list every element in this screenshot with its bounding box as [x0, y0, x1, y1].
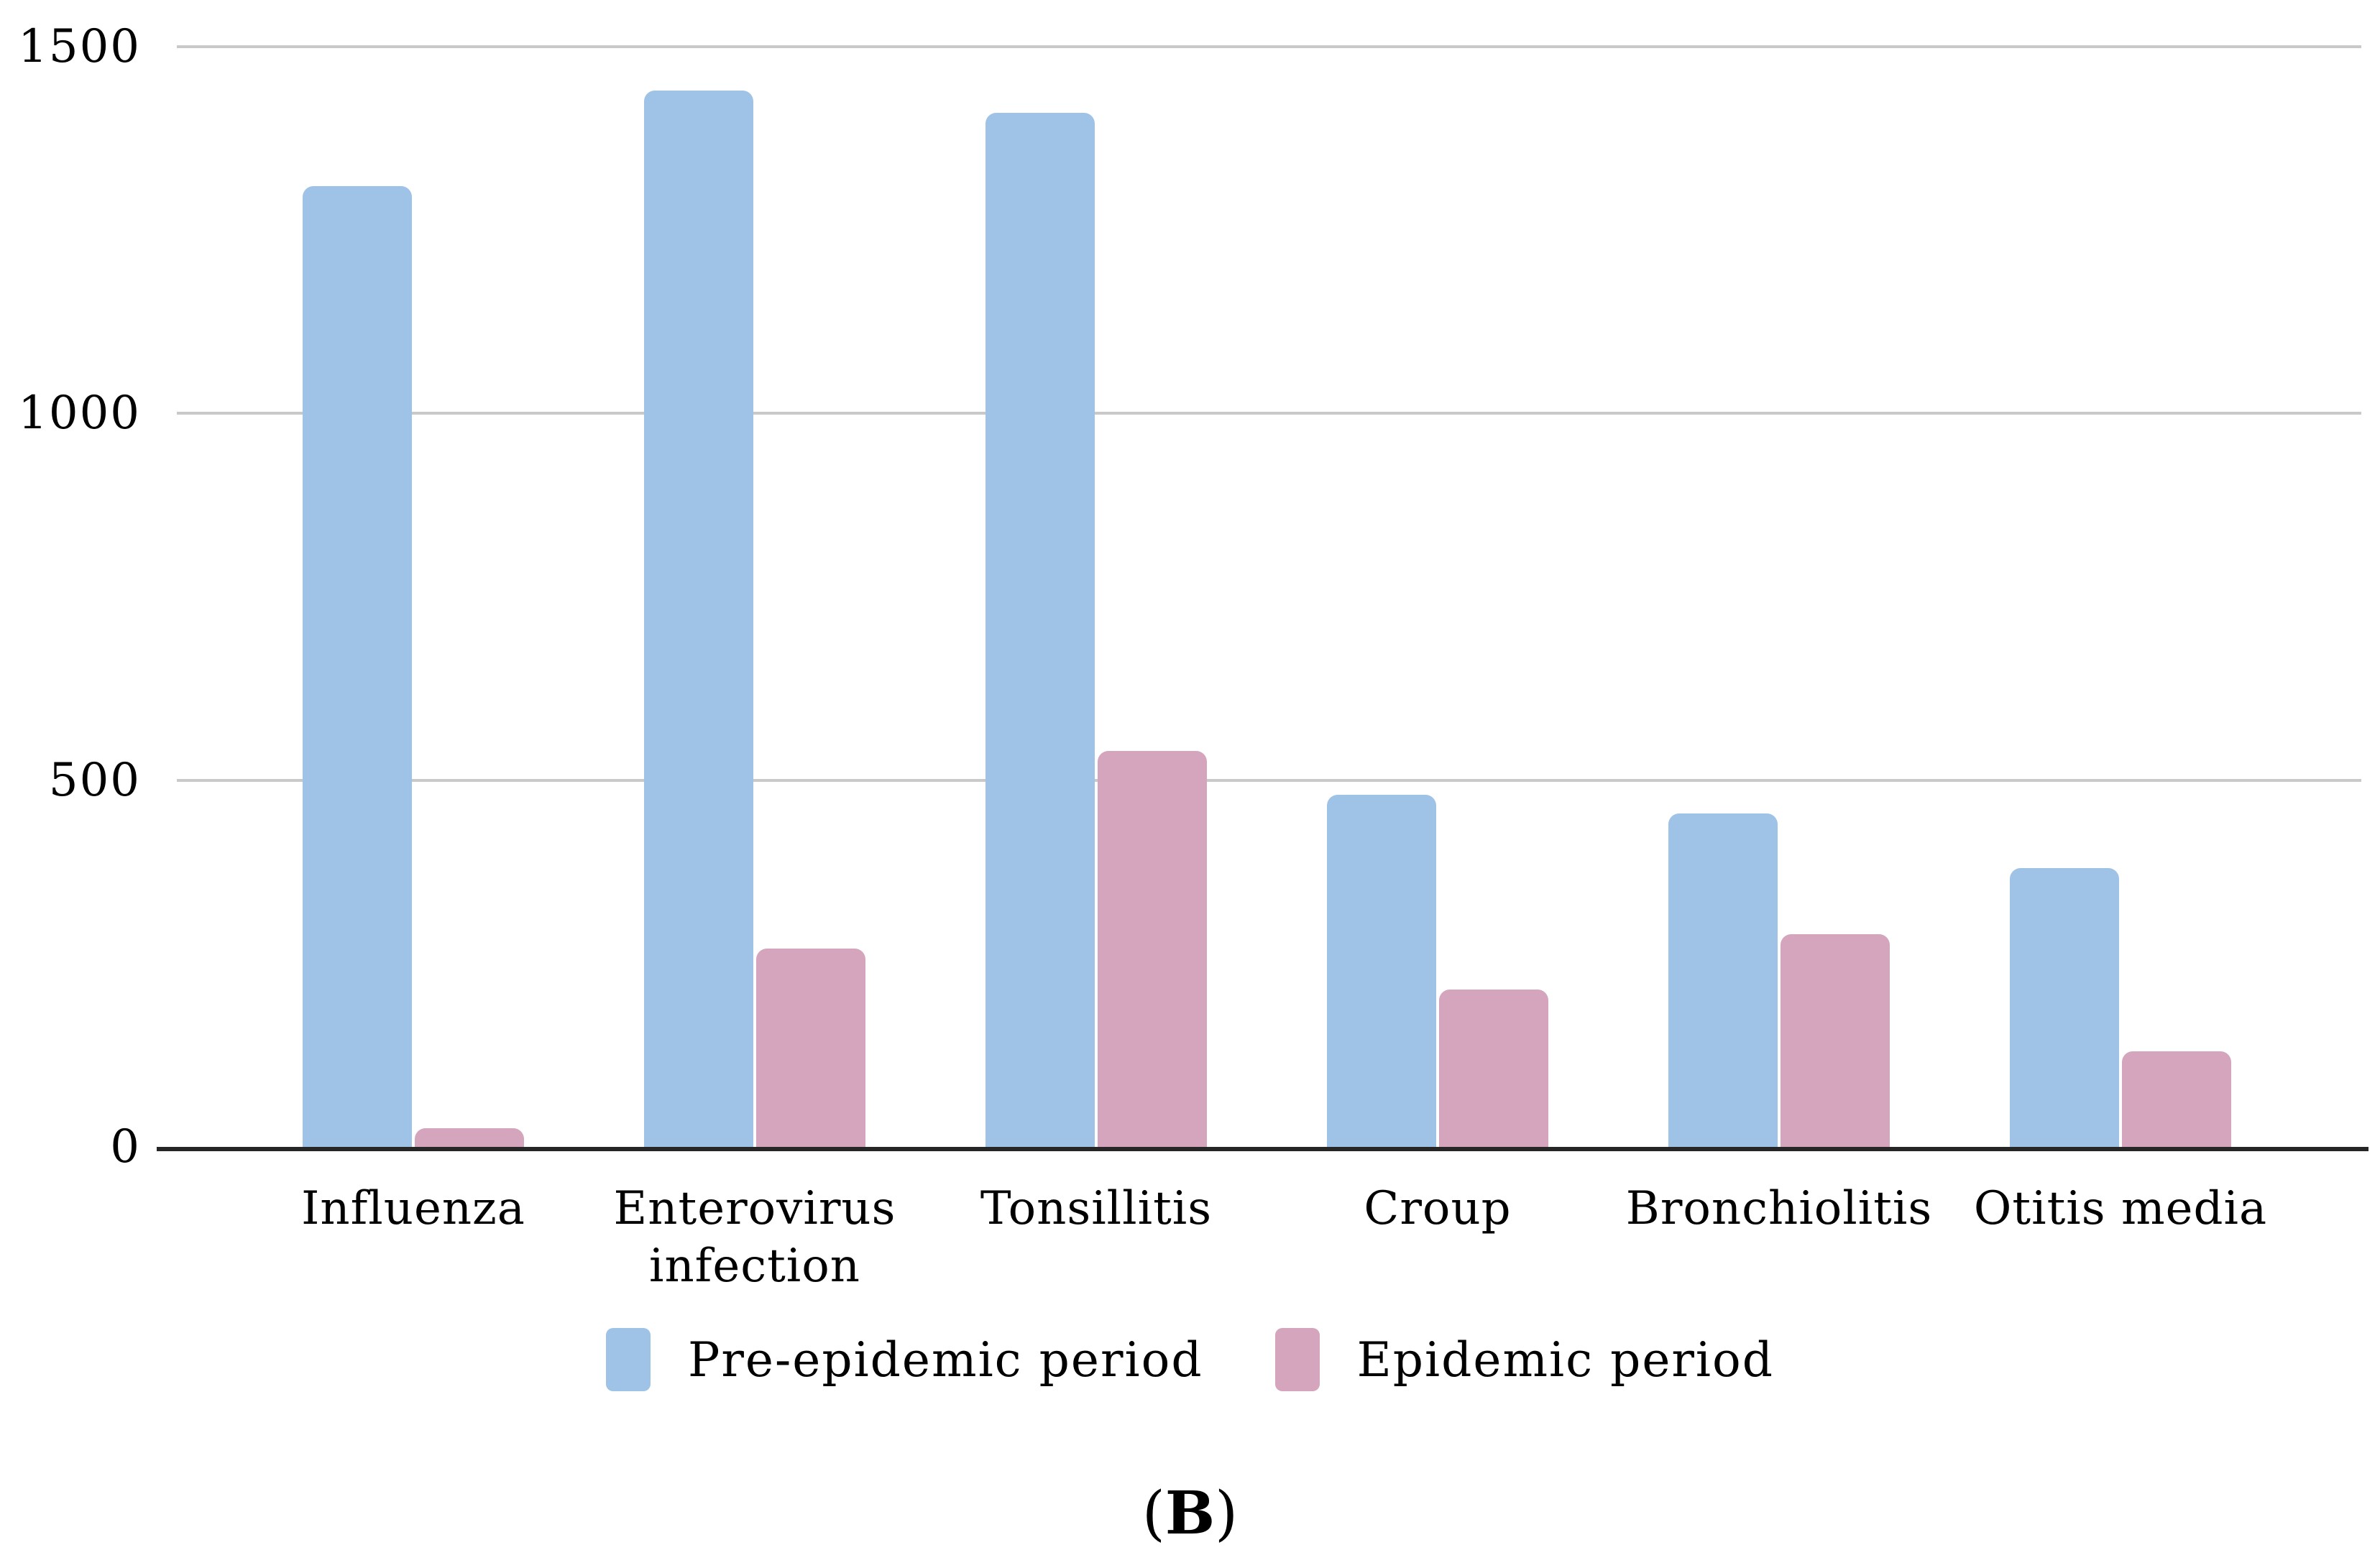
legend-item-epidemic-period: Epidemic period: [1274, 1328, 1775, 1391]
caption-letter: B: [1164, 1479, 1216, 1548]
y-tick-label-500: 500: [48, 753, 141, 807]
bar-epidemic-period-influenza: [415, 1128, 524, 1147]
x-category-label-otitis-media: Otitis media: [1973, 1182, 2268, 1235]
legend-swatch-epidemic-period: [1274, 1328, 1320, 1391]
legend: Pre-epidemic period Epidemic period: [0, 1328, 2380, 1391]
x-category-label-tonsillitis: Tonsillitis: [980, 1182, 1213, 1235]
gridline-1500: [177, 45, 2361, 48]
bar-pre-epidemic-period-croup: [1327, 795, 1436, 1147]
gridline-1000: [177, 412, 2361, 415]
legend-label-pre-epidemic-period: Pre-epidemic period: [687, 1332, 1203, 1388]
plot-area: [157, 45, 2368, 1151]
legend-item-pre-epidemic-period: Pre-epidemic period: [605, 1328, 1203, 1391]
panel-caption: (B): [0, 1479, 2380, 1549]
bar-epidemic-period-enterovirus-infection: [756, 949, 865, 1147]
x-category-label-influenza: Influenza: [301, 1182, 525, 1235]
x-category-label-bronchiolitis: Bronchiolitis: [1625, 1182, 1933, 1235]
bar-pre-epidemic-period-tonsillitis: [985, 112, 1095, 1147]
caption-paren-open: (: [1141, 1480, 1165, 1548]
y-tick-label-1500: 1500: [18, 20, 141, 73]
bar-pre-epidemic-period-enterovirus-infection: [644, 91, 753, 1147]
bar-pre-epidemic-period-bronchiolitis: [1668, 813, 1778, 1147]
bar-epidemic-period-bronchiolitis: [1781, 934, 1890, 1147]
bar-pre-epidemic-period-otitis-media: [2010, 868, 2119, 1147]
x-category-label-croup: Croup: [1364, 1182, 1512, 1235]
bar-epidemic-period-tonsillitis: [1098, 750, 1207, 1147]
bar-epidemic-period-croup: [1439, 989, 1548, 1147]
gridline-500: [177, 778, 2361, 782]
legend-swatch-pre-epidemic-period: [605, 1328, 651, 1391]
x-category-label-enterovirus-infection: Enterovirus infection: [613, 1182, 896, 1293]
legend-label-epidemic-period: Epidemic period: [1356, 1332, 1775, 1388]
y-tick-label-0: 0: [110, 1120, 141, 1173]
caption-paren-close: ): [1215, 1480, 1239, 1548]
bar-pre-epidemic-period-influenza: [303, 185, 412, 1147]
y-tick-label-1000: 1000: [18, 387, 141, 441]
bar-epidemic-period-otitis-media: [2122, 1051, 2231, 1147]
